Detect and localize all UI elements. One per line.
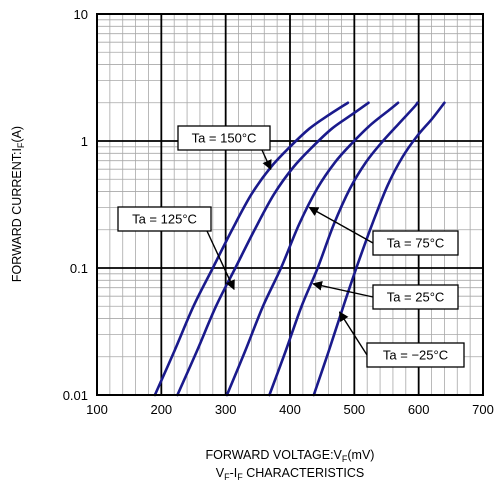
annotation-arrow [308,206,374,244]
x-axis-title-main: FORWARD VOLTAGE:V [206,448,343,462]
series-line-2 [225,101,400,397]
x-tick-label: 200 [150,402,172,417]
y-axis-title-main: FORWARD CURRENT:I [10,148,24,282]
curves [153,101,446,397]
x-tick-label: 700 [472,402,494,417]
grid [96,13,484,396]
y-tick-label: 0.1 [70,261,88,276]
chart-title-tail: CHARACTERISTICS [243,466,365,480]
annotation-label: Ta = 75°C [387,236,445,251]
y-axis-title-sub: F [16,142,26,148]
x-tick-label: 300 [215,402,237,417]
annotation-arrow [338,311,368,356]
chart-title-sub-f: F [224,472,230,482]
annotation-label: Ta = 25°C [387,290,445,305]
series-line-1 [176,101,370,397]
chart-title-v: V [216,466,225,480]
y-tick-label: 10 [74,7,88,22]
x-tick-label: 100 [86,402,108,417]
plot-frame [96,13,484,396]
y-axis-title: FORWARD CURRENT:IF(A) [10,126,26,282]
x-axis-title-sub: F [342,454,348,464]
chart-title-sub-f2: F [237,472,243,482]
x-tick-label: 600 [408,402,430,417]
annotation-arrow [261,149,272,171]
series-line-0 [153,101,350,397]
annotation-box [366,342,465,368]
annotation-label: Ta = −25°C [383,348,448,363]
annotation-arrow [312,280,374,298]
annotation-box [177,125,271,151]
x-axis-title-tail: (mV) [347,448,374,462]
annotation-label: Ta = 150°C [192,131,257,146]
chart-title: VF-IF CHARACTERISTICS [216,466,365,482]
series-line-4 [312,101,446,397]
annotation-box [117,206,212,232]
y-tick-label: 1 [81,134,88,149]
annotation-box [372,230,459,256]
annotation-box [372,284,459,310]
tick-labels: 100 200 300 400 500 600 700 0.01 0.1 1 10 [63,7,494,417]
x-tick-label: 400 [279,402,301,417]
annotation-label: Ta = 125°C [132,212,197,227]
x-tick-label: 500 [343,402,365,417]
annotation-arrow [206,230,235,291]
y-axis-title-tail: (A) [10,126,24,143]
y-tick-label: 0.01 [63,388,88,403]
x-axis-title: FORWARD VOLTAGE:VF(mV) [206,448,375,464]
annotations: Ta = 150°C Ta = 125°C Ta = 75°C Ta = 25°C Ta… [117,125,465,368]
series-line-3 [268,101,419,397]
chart-title-mid: -I [230,466,238,480]
